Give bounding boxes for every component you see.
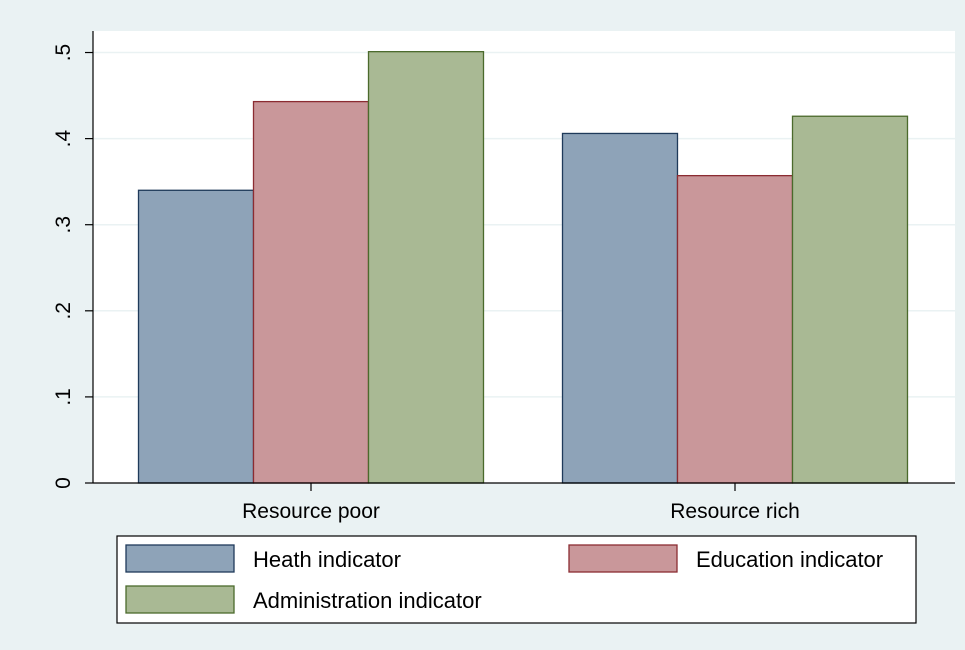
legend-box — [116, 535, 917, 624]
y-tick-label: 0 — [52, 477, 75, 489]
bars — [137, 51, 909, 484]
x-tick-label: Resource poor — [242, 500, 380, 523]
bar — [791, 115, 909, 484]
legend-swatch — [125, 585, 235, 614]
bar — [367, 51, 485, 484]
legend-swatch — [125, 544, 235, 573]
legend-label: Heath indicator — [253, 547, 401, 572]
axes: 0 .1 .2 .3 .4 .5 Resource poor Resource rich — [52, 31, 955, 523]
bar — [252, 100, 370, 484]
legend: Heath indicator Education indicator Admini… — [116, 535, 917, 624]
y-tick-label: .2 — [52, 302, 75, 320]
bar — [561, 132, 679, 484]
legend-label: Administration indicator — [253, 588, 482, 613]
legend-swatch — [568, 544, 678, 573]
bar — [676, 174, 794, 484]
y-tick-label: .4 — [52, 130, 75, 148]
bar — [137, 189, 255, 484]
y-tick-label: .3 — [52, 216, 75, 234]
x-tick-label: Resource rich — [670, 500, 800, 523]
y-tick-label: .1 — [52, 388, 75, 406]
y-tick-label: .5 — [52, 44, 75, 62]
legend-label: Education indicator — [696, 547, 883, 572]
